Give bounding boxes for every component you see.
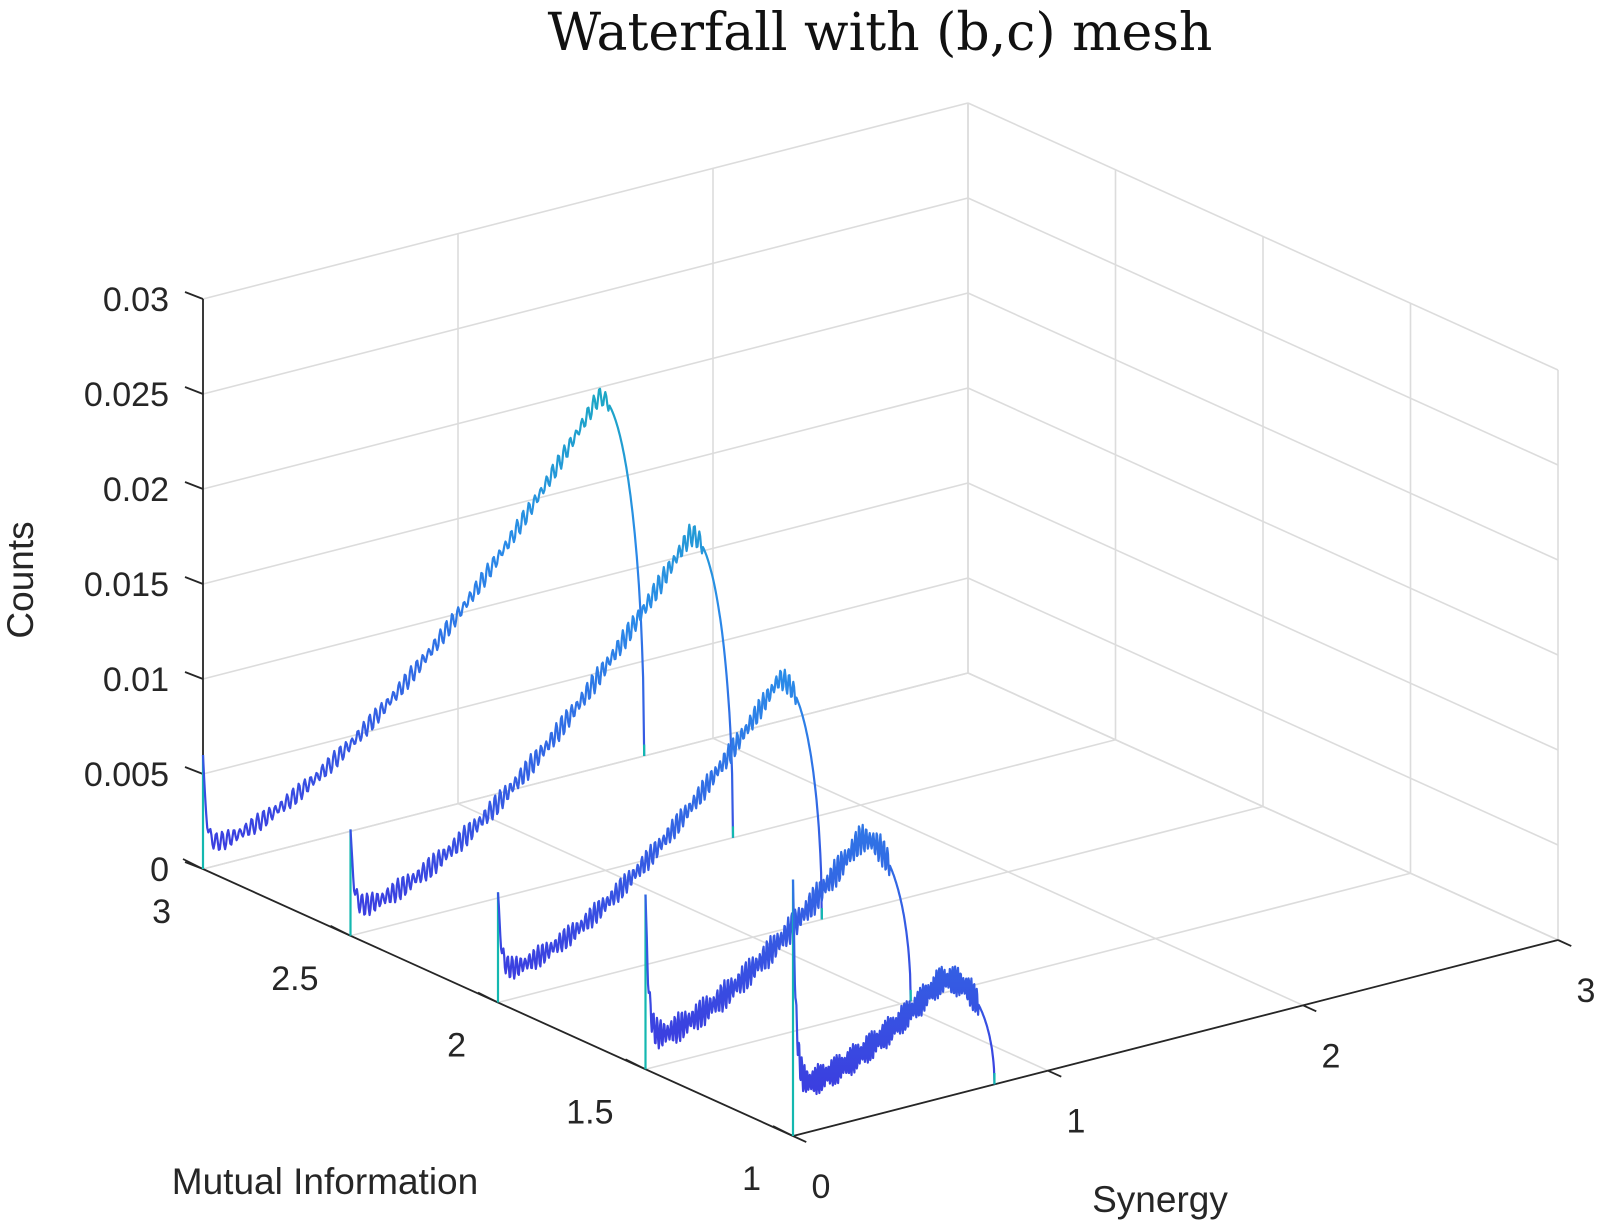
grid-line [967, 387, 1559, 656]
series-line [349, 523, 735, 917]
grid-line [202, 387, 969, 585]
z-tick-label: 0.01 [103, 661, 169, 699]
grid-line [967, 292, 1559, 561]
grid-layer [202, 102, 1559, 1137]
grid-line [202, 672, 969, 870]
series-group [644, 823, 912, 1070]
grid-line [497, 805, 1264, 1004]
y-axis-label: Mutual Information [172, 1161, 478, 1202]
z-tick-label: 0 [150, 851, 169, 889]
z-tick-label: 0.005 [84, 756, 169, 794]
grid-line [967, 102, 1559, 371]
y-tick-label: 3 [152, 893, 171, 931]
y-tick-label: 1.5 [566, 1093, 613, 1131]
x-tick-mark [1302, 1004, 1317, 1013]
x-tick-label: 2 [1322, 1037, 1341, 1075]
x-tick-label: 1 [1067, 1103, 1086, 1141]
y-tick-mark [772, 1125, 794, 1137]
y-tick-label: 1 [742, 1160, 761, 1198]
grid-line [645, 872, 1411, 1071]
z-tick-mark [184, 861, 204, 870]
series-line [201, 387, 646, 851]
x-tick-label: 0 [812, 1168, 831, 1206]
grid-line [967, 197, 1559, 466]
z-tick-mark [184, 386, 204, 395]
z-tick-label: 0.015 [84, 566, 169, 604]
x-tick-mark [792, 1135, 807, 1143]
z-tick-label: 0.03 [103, 281, 169, 319]
y-tick-label: 2 [447, 1027, 466, 1065]
x-axis-line [792, 939, 1559, 1137]
tick-layer: 0 1 2 3 1 1.5 2 2.5 3 0 0.005 0.01 0.015 0.02 0.025 0.0… [84, 281, 1596, 1206]
y-tick-mark [477, 991, 499, 1004]
z-tick-mark [184, 291, 204, 300]
grid-line [202, 482, 969, 680]
x-tick-mark [1047, 1069, 1062, 1078]
grid-line [202, 292, 969, 490]
z-tick-label: 0.02 [103, 471, 169, 509]
y-tick-label: 2.5 [271, 960, 318, 998]
series-group [349, 523, 735, 936]
y-tick-mark [625, 1058, 646, 1071]
series-group [496, 668, 823, 1003]
series-line [496, 668, 823, 980]
chart-title: Waterfall with (b,c) mesh [548, 3, 1213, 63]
grid-line [967, 482, 1559, 751]
series-group [201, 387, 646, 869]
z-tick-mark [184, 481, 204, 490]
axis-layer [182, 291, 1572, 1143]
series-layer [201, 387, 996, 1136]
y-tick-mark [330, 924, 351, 937]
series-line [644, 823, 912, 1050]
z-axis-label: Counts [0, 521, 41, 638]
z-tick-mark [184, 576, 204, 585]
z-tick-label: 0.025 [84, 376, 169, 414]
z-tick-mark [184, 671, 204, 680]
z-tick-mark [184, 766, 204, 775]
x-tick-mark [1557, 939, 1572, 947]
grid-line [202, 197, 969, 395]
grid-line [202, 102, 969, 300]
series-group [791, 879, 996, 1136]
x-axis-label: Synergy [1092, 1179, 1228, 1220]
grid-line [967, 577, 1559, 846]
grid-line [202, 577, 969, 775]
series-line [791, 879, 996, 1096]
x-tick-label: 3 [1577, 972, 1596, 1010]
